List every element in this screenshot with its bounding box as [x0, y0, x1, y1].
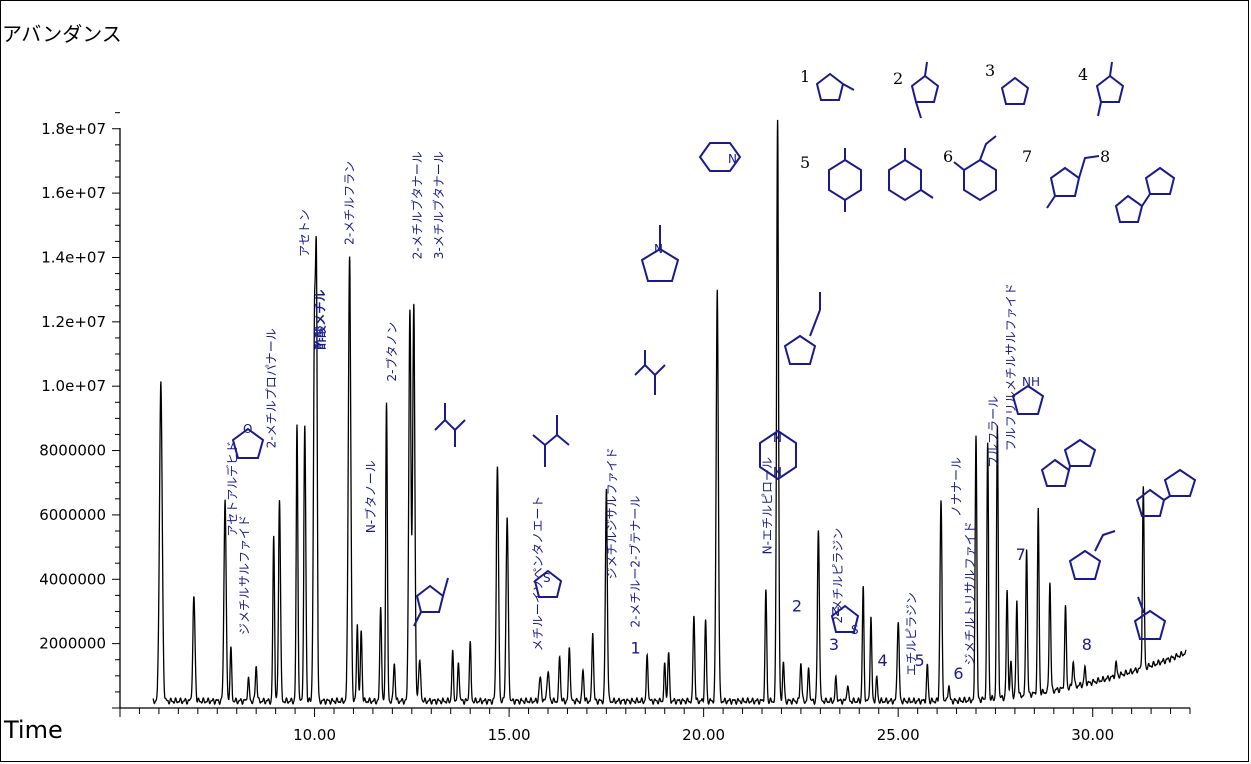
x-tick-label: 30.00: [1071, 726, 1114, 744]
legend-number-label: 2: [893, 69, 903, 88]
furfuryl-pyrrole-structure-icon: [1135, 468, 1197, 517]
legend-structure-6-icon: [953, 135, 997, 202]
compound-label: 2-メチルブタナール: [410, 151, 425, 259]
legend-number-label: 5: [800, 153, 810, 172]
compound-label: メチルーイソペンタノエート: [531, 496, 545, 652]
y-tick-label: 1.4e+07: [41, 248, 106, 266]
peak-number-label: 6: [953, 664, 963, 683]
x-tick-label: 25.00: [877, 726, 920, 744]
y-tick-label: 6000000: [39, 506, 106, 524]
svg-text:N: N: [773, 465, 782, 479]
y-tick-label: 8000000: [39, 442, 106, 460]
compound-label: N-ブタノール: [363, 460, 378, 533]
legend-number-label: 3: [985, 61, 995, 80]
legend-number-label: 1: [800, 67, 810, 86]
compound-label: N-エチルピロール: [761, 457, 775, 554]
compound-label: 2-メチルー2-ブテナール: [627, 496, 642, 628]
pentanedione-structure-icon: [634, 350, 666, 395]
svg-text:N: N: [831, 605, 840, 619]
peak-number-label: 1: [630, 638, 640, 657]
difurylmethane-structure-icon: [1040, 438, 1097, 487]
svg-text:S: S: [851, 623, 859, 637]
legend-number-label: 8: [1100, 147, 1110, 166]
thiophene-structure-icon: S: [533, 569, 563, 598]
diketone-structure-icon: [434, 403, 466, 447]
compound-label: フルフリルメチルサルファイド: [1004, 283, 1018, 451]
svg-text:S: S: [543, 571, 551, 585]
cyclopentenone-structure-icon: [1133, 596, 1167, 640]
methylpyrrole-structure-icon: N: [640, 225, 680, 282]
pyridine-structure-icon: N: [698, 142, 742, 172]
y-tick-label: 1.6e+07: [41, 184, 106, 202]
legend-structure-1-icon: [815, 72, 855, 101]
legend-structure-4-icon: [1095, 61, 1125, 117]
compound-label: フルフラール: [986, 396, 1000, 468]
compound-label: 2-メチルピラジン: [831, 528, 845, 624]
furfuryl-methyl-ether-structure-icon: [783, 292, 821, 365]
compound-label: 2-メチルフラン: [342, 161, 356, 245]
x-axis-label: Time: [4, 716, 63, 744]
compound-label: ジメチルジサルファイド: [605, 447, 619, 579]
peak-number-label: 8: [1082, 635, 1092, 654]
svg-text:N: N: [773, 431, 782, 445]
methylthiazole-structure-icon: N S: [830, 604, 860, 637]
peak-number-label: 4: [878, 651, 888, 670]
pyrazine-structure-icon: N N: [759, 429, 797, 481]
legend-structure-8-icon: [1114, 166, 1176, 223]
y-tick-label: 1.8e+07: [41, 120, 106, 138]
svg-text:N: N: [728, 152, 737, 166]
vinylpyrrole-structure-icon: [1068, 530, 1116, 580]
legend-number-label: 4: [1078, 65, 1088, 84]
peak-number-label: 5: [914, 651, 924, 670]
compound-label: 酢酸メチル: [312, 290, 327, 350]
peak-number-label: 3: [829, 635, 839, 654]
compound-label: ジメチルサルファイド: [237, 515, 251, 635]
legend-number-label: 6: [943, 147, 953, 166]
y-tick-label: 2000000: [39, 635, 106, 653]
y-tick-label: 1.2e+07: [41, 313, 106, 331]
compound-label: エチルピラジン: [905, 592, 919, 676]
legend-number-label: 7: [1022, 147, 1032, 166]
peak-number-label: 7: [1016, 545, 1026, 564]
furan-structure-icon: O: [231, 422, 265, 459]
svg-text:O: O: [243, 422, 252, 436]
compound-label: 2-ブタノン: [384, 322, 399, 382]
legend-structure-5-icon: [828, 148, 862, 212]
svg-text:N: N: [654, 242, 663, 256]
compound-label: ジメチルトリサルファイド: [963, 521, 977, 665]
chromatogram-series-line: [152, 119, 1187, 706]
compound-label: 3-メチルブタナール: [431, 151, 446, 259]
x-tick-label: 10.00: [293, 726, 336, 744]
peak-number-label: 2: [792, 596, 802, 615]
x-tick-label: 15.00: [488, 726, 531, 744]
y-axis-label: アバンダンス: [2, 22, 122, 46]
legend-structure-2-icon: [910, 61, 940, 119]
pyrrole-structure-icon: NH: [1011, 375, 1045, 415]
compound-label: アセトアルデヒド: [225, 441, 240, 537]
legend-structure-7-icon: [1046, 155, 1100, 209]
ketone-structure-icon: [532, 415, 570, 467]
legend-structure-5b-icon: [888, 148, 934, 202]
compound-label: アセトン: [298, 209, 312, 257]
compound-label: 2-メチルプロパナール: [265, 328, 279, 448]
methylfuran-structure-icon: [413, 577, 449, 627]
compound-label: ノナナール: [949, 457, 963, 517]
svg-text:NH: NH: [1022, 375, 1040, 389]
legend-structure-3-icon: [1000, 76, 1030, 105]
y-tick-label: 1.0e+07: [41, 377, 106, 395]
y-tick-label: 4000000: [39, 570, 106, 588]
x-tick-label: 20.00: [682, 726, 725, 744]
